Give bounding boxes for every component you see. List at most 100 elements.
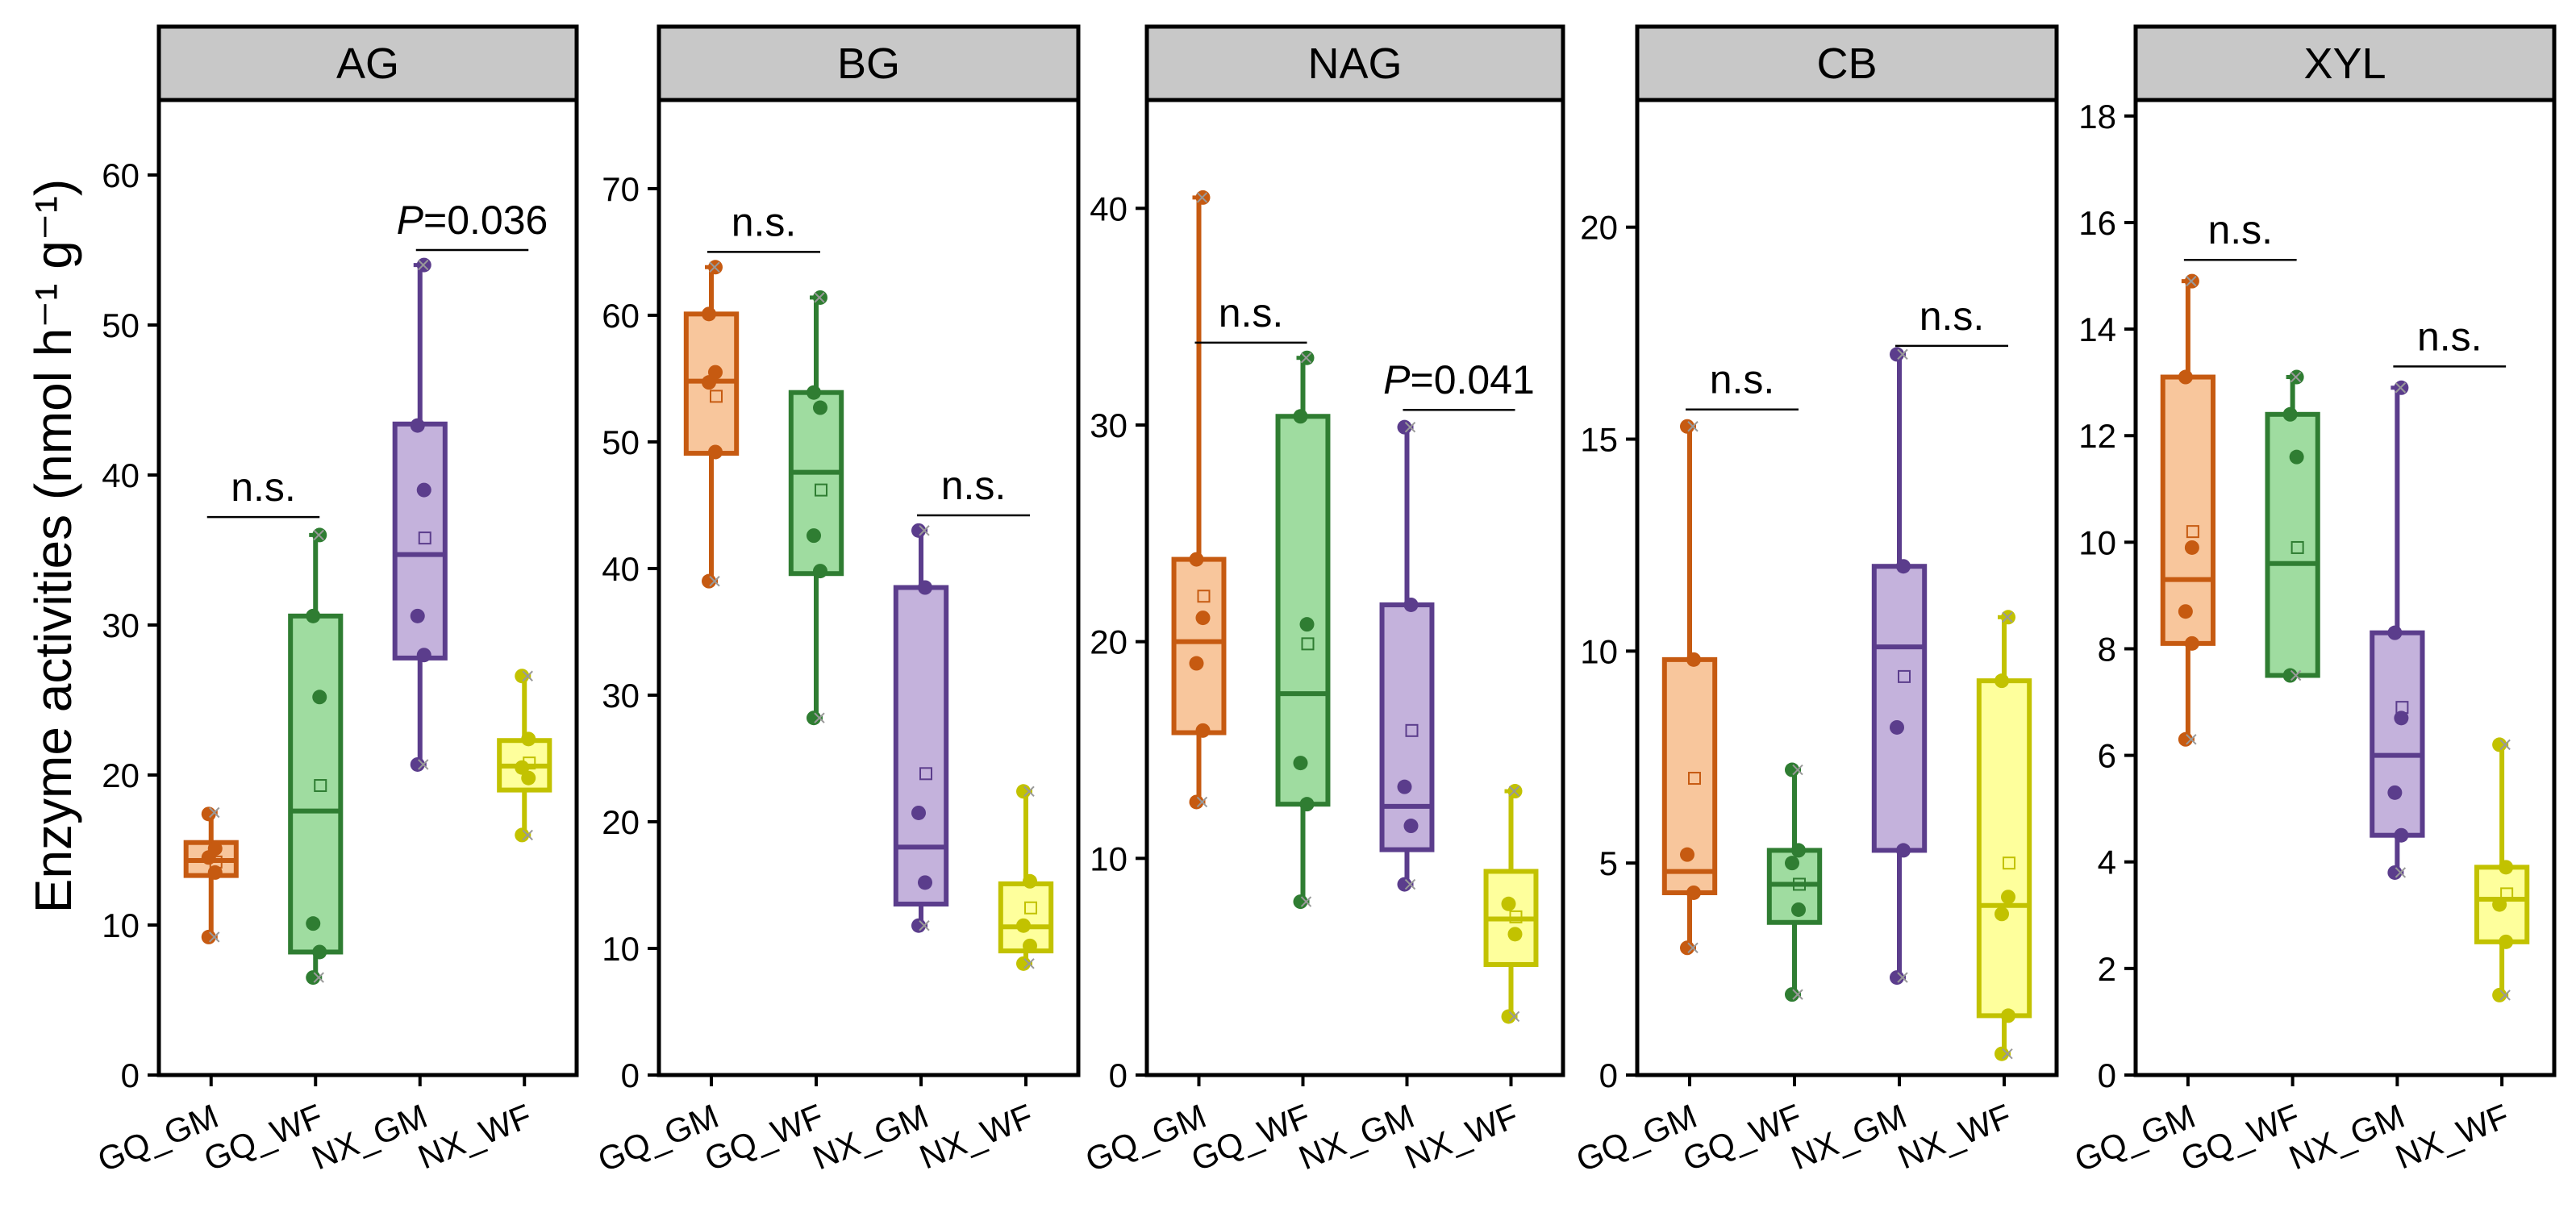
- y-tick-label: 10: [102, 906, 140, 944]
- box-nx-gm: [392, 257, 448, 772]
- data-point: [416, 648, 431, 663]
- data-point: [2001, 890, 2015, 905]
- data-point: [521, 770, 536, 786]
- data-point: [2387, 785, 2403, 800]
- extreme-marker: [1792, 989, 1803, 1000]
- mean-marker: [1301, 637, 1315, 651]
- x-tick-label: NX_WF: [1399, 1097, 1524, 1177]
- data-point: [813, 400, 827, 415]
- data-point: [1189, 794, 1204, 810]
- data-point: [1686, 885, 1701, 900]
- mean-marker: [815, 483, 827, 497]
- box-body: [2370, 630, 2425, 838]
- p-symbol: P: [397, 198, 424, 243]
- data-point: [1189, 552, 1204, 567]
- significance-label: n.s.: [1919, 294, 1985, 339]
- box-body: [893, 585, 949, 907]
- extreme-marker: [418, 759, 429, 770]
- box-gq-wf: [1275, 350, 1331, 910]
- mean-marker: [1688, 772, 1701, 786]
- data-point: [1507, 927, 1523, 942]
- extreme-marker: [2499, 739, 2511, 751]
- data-point: [1195, 610, 1211, 626]
- data-point: [2282, 668, 2298, 683]
- significance-label: n.s.: [1219, 290, 1284, 335]
- data-point: [2001, 1008, 2015, 1023]
- extreme-marker: [1196, 192, 1208, 203]
- data-point: [1016, 918, 1031, 933]
- data-point: [1189, 656, 1204, 671]
- data-point: [1501, 1009, 1516, 1024]
- y-tick-label: 30: [602, 677, 640, 715]
- data-point: [515, 760, 530, 775]
- extreme-marker: [2186, 275, 2197, 287]
- x-tick-label: GQ_GM: [593, 1097, 724, 1179]
- data-point: [2394, 827, 2409, 843]
- extreme-marker: [1508, 1011, 1520, 1023]
- box-gq-gm: [183, 806, 239, 944]
- data-point: [1299, 617, 1315, 632]
- x-tick-label: NX_GM: [1786, 1097, 1911, 1177]
- data-point: [1397, 877, 1412, 892]
- x-tick-label: NX_GM: [1294, 1097, 1419, 1177]
- y-tick-label: 18: [2078, 98, 2116, 135]
- y-tick-label: 0: [1599, 1056, 1618, 1094]
- x-tick-label: NX_GM: [2284, 1097, 2410, 1177]
- panel-title-strip: [1144, 24, 1565, 102]
- data-point: [2492, 897, 2507, 912]
- plot-frame: [657, 98, 1081, 1077]
- y-tick-label: 20: [1580, 209, 1618, 247]
- data-point: [1023, 873, 1037, 889]
- y-tick-label: 10: [1580, 632, 1618, 670]
- significance-label: n.s.: [2417, 314, 2482, 359]
- y-tick-label: 50: [102, 306, 140, 344]
- y-tick-label: 0: [2098, 1056, 2116, 1094]
- data-point: [2289, 449, 2304, 465]
- y-tick-label: 50: [602, 423, 640, 461]
- mean-marker: [2186, 525, 2199, 539]
- extreme-marker: [1687, 421, 1699, 432]
- extreme-marker: [1023, 958, 1035, 969]
- extreme-marker: [1023, 786, 1035, 797]
- x-tick-label: NX_WF: [413, 1097, 537, 1177]
- data-point: [1680, 940, 1694, 956]
- y-tick-label: 0: [1109, 1056, 1128, 1094]
- extreme-marker: [814, 712, 825, 723]
- data-point: [1403, 819, 1419, 834]
- mean-marker: [418, 531, 431, 545]
- extreme-marker: [2002, 611, 2013, 623]
- data-point: [1890, 970, 1904, 986]
- x-tick-label: GQ_WF: [1678, 1097, 1807, 1178]
- data-point: [813, 564, 827, 579]
- box-body: [788, 390, 844, 577]
- data-point: [2184, 540, 2199, 555]
- extreme-marker: [919, 920, 930, 931]
- extreme-marker: [313, 972, 324, 983]
- extreme-marker: [709, 261, 720, 273]
- box-nx-gm: [2370, 380, 2425, 880]
- y-tick-label: 5: [1599, 844, 1618, 882]
- data-point: [2492, 737, 2507, 752]
- y-axis-label: Enzyme activities (nmol h⁻¹ g⁻¹): [24, 179, 82, 913]
- data-point: [1890, 719, 1904, 735]
- box-gq-gm: [683, 260, 740, 589]
- mean-marker: [710, 390, 723, 403]
- mean-marker: [2003, 856, 2015, 870]
- mean-marker: [1197, 590, 1211, 603]
- box-gq-wf: [788, 290, 844, 726]
- extreme-marker: [522, 829, 533, 841]
- extreme-marker: [522, 670, 533, 681]
- data-point: [1890, 347, 1904, 362]
- data-point: [410, 756, 425, 772]
- data-point: [1791, 843, 1806, 858]
- mean-marker: [1898, 669, 1911, 683]
- y-tick-label: 20: [102, 756, 140, 794]
- data-point: [306, 608, 321, 623]
- extreme-marker: [2395, 867, 2407, 878]
- y-tick-label: 2: [2098, 950, 2116, 988]
- box-body: [2160, 374, 2216, 646]
- extreme-marker: [1404, 878, 1416, 890]
